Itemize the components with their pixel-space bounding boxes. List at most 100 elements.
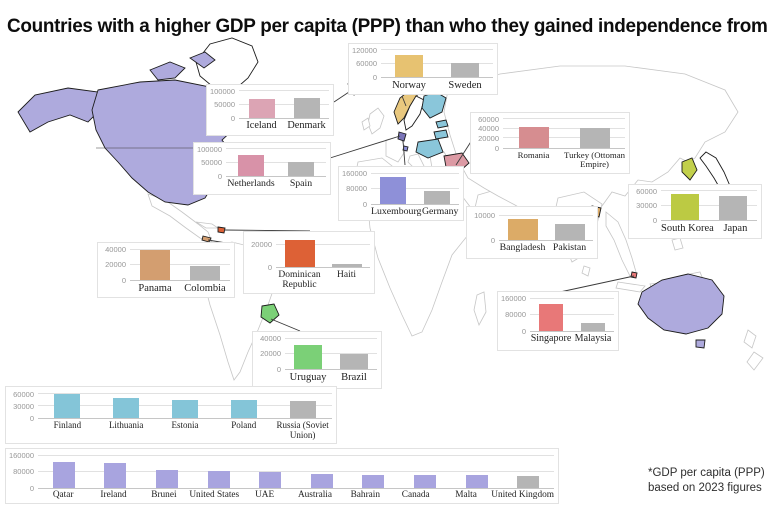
chart-singapore-malaysia: 0 80000 160000 Singapore Malaysia (497, 291, 619, 351)
gridline (381, 62, 493, 64)
y-tick-label: 160000 (8, 450, 34, 460)
y-axis: 0 30000 60000 (6, 391, 38, 422)
category-label-turkey-ottoman-empire: Turkey (Ottoman Empire) (564, 150, 626, 170)
category-label-sweden: Sweden (448, 80, 482, 91)
gridline (661, 204, 757, 206)
plot-area (503, 118, 625, 149)
leader-dominican (223, 229, 311, 232)
bar-uruguay (294, 345, 322, 369)
bar-sweden (451, 63, 479, 77)
plot-area (239, 90, 329, 119)
chart-norway-sweden: 0 60000 120000 Norway Sweden (348, 43, 498, 95)
leader-singapore (559, 275, 635, 293)
plot-area (130, 248, 230, 281)
plot-area (276, 237, 370, 268)
bar-iceland (248, 99, 275, 118)
y-tick-label: 0 (490, 235, 495, 245)
bar-finland (54, 394, 81, 418)
y-axis: 0 30000 60000 (629, 186, 661, 224)
map-madagascar (473, 291, 487, 327)
y-tick-label: 120000 (351, 45, 377, 55)
map-lithuania (433, 129, 449, 140)
y-tick-label: 50000 (201, 157, 222, 167)
category-label-germany: Germany (421, 206, 459, 217)
map-dominican-republic (217, 226, 226, 234)
y-tick-label: 60000 (478, 114, 499, 124)
y-tick-label: 0 (494, 143, 499, 153)
category-label-malaysia: Malaysia (574, 333, 612, 344)
map-arctic-islands-1 (149, 61, 186, 81)
bar-russia-soviet-union (289, 401, 316, 418)
bar-south-korea (671, 194, 699, 220)
category-label-united-kingdom: United Kingdom (491, 490, 554, 500)
y-tick-label: 0 (372, 72, 377, 82)
y-tick-label: 40000 (105, 244, 126, 254)
gridline (381, 49, 493, 51)
category-label-dominican-republic: Dominican Republic (278, 270, 321, 291)
chart-ex-soviet: 0 30000 60000 Finland Lithuania Estonia Poland… (5, 386, 337, 444)
y-tick-label: 20000 (105, 260, 126, 270)
category-label-haiti: Haiti (337, 270, 356, 280)
y-axis: 0 10000 (467, 210, 499, 243)
category-label-netherlands: Netherlands (227, 178, 275, 189)
chart-dominican-haiti: 0 20000 Dominican Republic Haiti (243, 231, 375, 294)
y-tick-label: 100000 (196, 144, 222, 154)
y-tick-label: 0 (276, 364, 281, 374)
y-axis: 0 50000 100000 (207, 88, 239, 122)
y-tick-label: 10000 (474, 210, 495, 220)
y-tick-label: 30000 (636, 200, 657, 210)
map-sri-lanka (581, 265, 591, 277)
y-tick-label: 60000 (636, 186, 657, 196)
chart-netherlands-spain: 0 50000 100000 Netherlands Spain (193, 142, 331, 195)
bar-poland (230, 400, 257, 418)
y-tick-label: 50000 (214, 99, 235, 109)
y-tick-label: 0 (267, 262, 272, 272)
gridline (38, 393, 332, 395)
category-label-poland: Poland (231, 420, 257, 430)
bar-haiti (331, 263, 362, 267)
bar-denmark (293, 98, 320, 118)
leader-uruguay (270, 318, 301, 332)
map-arctic-islands-2 (189, 51, 216, 69)
map-ireland (361, 117, 371, 131)
y-axis: 0 80000 160000 (498, 295, 530, 334)
gridline (285, 337, 377, 339)
y-tick-label: 20000 (478, 133, 499, 143)
gridline (130, 248, 230, 250)
gridline (276, 243, 370, 245)
leader-norway (401, 95, 407, 107)
gridline (371, 172, 459, 174)
y-axis: 0 60000 120000 (349, 45, 381, 81)
y-tick-label: 60000 (356, 58, 377, 68)
bar-canada (413, 475, 436, 488)
gridline (38, 470, 554, 472)
plot-area (38, 454, 554, 489)
category-label-romania: Romania (517, 150, 550, 160)
y-axis: 0 20000 40000 60000 (471, 114, 503, 152)
map-indonesia-1 (615, 281, 646, 293)
map-highlighted-countries (17, 37, 731, 349)
category-label-qatar: Qatar (52, 490, 74, 500)
bar-ireland (104, 462, 127, 488)
footnote-line-1: *GDP per capita (PPP) (648, 467, 765, 479)
gridline (130, 263, 230, 265)
bar-lithuania (113, 398, 140, 418)
plot-area (38, 392, 332, 419)
y-tick-label: 40000 (260, 333, 281, 343)
bar-malta (465, 475, 488, 488)
map-leader-lines (207, 89, 635, 332)
category-label-luxembourg: Luxembourg (371, 206, 422, 217)
y-tick-label: 80000 (505, 310, 526, 320)
map-poland (415, 138, 444, 159)
bar-malaysia (581, 323, 605, 331)
bar-bangladesh (507, 218, 538, 240)
gridline (503, 118, 625, 120)
category-label-norway: Norway (392, 80, 426, 91)
bar-singapore (539, 304, 563, 331)
plot-area (530, 297, 614, 332)
map-singapore (630, 271, 638, 279)
bar-romania (518, 126, 549, 148)
y-tick-label: 0 (362, 199, 367, 209)
gridline (38, 454, 554, 456)
